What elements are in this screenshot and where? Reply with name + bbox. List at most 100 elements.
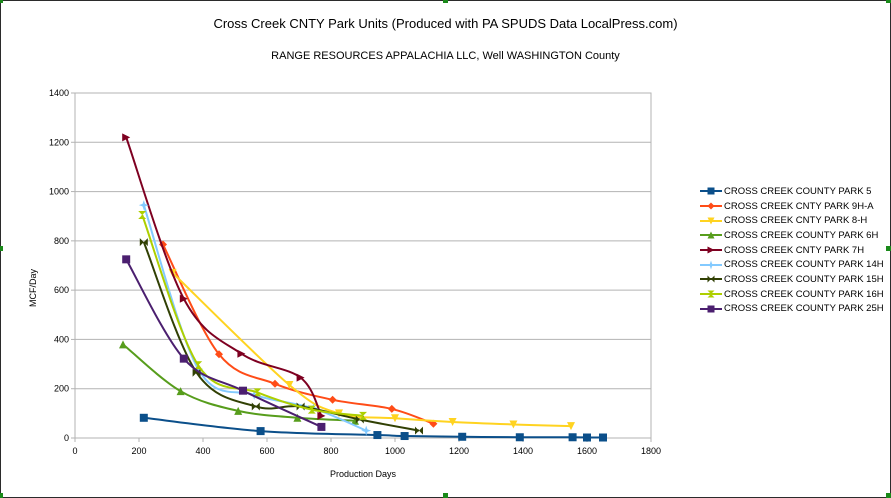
x-tick-label: 1000 [385, 446, 405, 456]
data-point [361, 425, 372, 436]
resize-handle-middle-left[interactable] [0, 246, 3, 251]
data-point [293, 413, 302, 422]
legend-key [700, 260, 722, 270]
data-point [351, 416, 359, 425]
y-tick-label: 1000 [49, 187, 69, 197]
y-tick-label: 400 [54, 334, 69, 344]
x-tick-label: 1800 [641, 446, 661, 456]
data-point [317, 411, 326, 420]
legend-label: CROSS CREEK CNTY PARK 9H-A [724, 200, 874, 212]
y-tick-label: 1200 [49, 137, 69, 147]
series-4 [119, 340, 359, 425]
series-layer [119, 133, 607, 442]
y-axis-label: MCF/Day [28, 269, 38, 307]
legend-key-marker [707, 290, 715, 298]
data-point [271, 379, 279, 388]
legend-item: CROSS CREEK CNTY PARK 8-H [700, 213, 884, 228]
legend-item: CROSS CREEK COUNTY PARK 25H [700, 302, 884, 317]
data-point [317, 422, 326, 431]
data-point [253, 388, 262, 397]
resize-handle-bottom-right[interactable] [886, 493, 891, 498]
data-point [215, 350, 223, 359]
x-tick-label: 800 [323, 446, 338, 456]
legend-key-marker [707, 217, 715, 225]
series-5 [122, 133, 326, 420]
legend-item: CROSS CREEK COUNTY PARK 16H [700, 287, 884, 302]
x-tick-label: 1200 [449, 446, 469, 456]
data-point [179, 294, 188, 303]
data-point [179, 354, 188, 363]
x-tick-label: 1400 [513, 446, 533, 456]
legend-item: CROSS CREEK CNTY PARK 7H [700, 243, 884, 258]
data-point [234, 406, 243, 415]
x-tick-label: 200 [131, 446, 146, 456]
legend: CROSS CREEK COUNTY PARK 5 CROSS CREEK CNT… [700, 184, 884, 316]
legend-key [700, 202, 722, 210]
x-tick-label: 600 [259, 446, 274, 456]
legend-item: CROSS CREEK COUNTY PARK 6H [700, 228, 884, 243]
legend-key-marker [707, 246, 715, 254]
series-1 [139, 413, 607, 442]
series-9 [122, 255, 326, 431]
data-point [448, 417, 457, 426]
legend-label: CROSS CREEK COUNTY PARK 15H [724, 273, 884, 285]
legend-key [700, 217, 722, 225]
data-point [237, 349, 246, 358]
x-tick-label: 1600 [577, 446, 597, 456]
data-point [119, 340, 127, 349]
resize-handle-bottom-middle[interactable] [443, 493, 448, 498]
resize-handle-top-right[interactable] [886, 0, 891, 3]
data-point [251, 402, 260, 411]
data-point [138, 210, 147, 219]
data-point [239, 386, 247, 395]
data-point [391, 414, 399, 423]
legend-key-marker [706, 260, 716, 270]
legend-key-marker [707, 305, 715, 313]
x-axis-ticks: 0 200 400 600 800 1000 1200 1400 1600 1800 [72, 438, 661, 456]
x-axis-label: Production Days [330, 469, 397, 479]
legend-key-marker [707, 187, 715, 195]
legend-label: CROSS CREEK COUNTY PARK 14H [724, 259, 884, 271]
data-point [122, 133, 131, 142]
legend-label: CROSS CREEK COUNTY PARK 6H [724, 229, 879, 241]
legend-label: CROSS CREEK COUNTY PARK 25H [724, 303, 884, 315]
data-point [567, 422, 575, 431]
resize-handle-middle-right[interactable] [886, 246, 891, 251]
legend-label: CROSS CREEK CNTY PARK 8-H [724, 215, 868, 227]
data-point [138, 200, 149, 211]
y-tick-label: 0 [64, 433, 69, 443]
resize-handle-top-left[interactable] [0, 0, 3, 3]
data-point [176, 387, 185, 396]
data-point [296, 373, 305, 382]
data-point [583, 433, 591, 442]
series-line [125, 137, 323, 417]
resize-handle-bottom-left[interactable] [0, 493, 3, 498]
legend-key [700, 290, 722, 298]
legend-label: CROSS CREEK COUNTY PARK 16H [724, 288, 884, 300]
chart-subtitle: RANGE RESOURCES APPALACHIA LLC, Well WAS… [271, 50, 620, 62]
data-point [415, 426, 423, 435]
y-tick-label: 1400 [49, 88, 69, 98]
legend-key [700, 231, 722, 239]
legend-key [700, 275, 722, 283]
legend-key-marker [707, 231, 715, 239]
y-tick-label: 200 [54, 384, 69, 394]
y-axis-ticks: 0 200 400 600 800 1000 1200 1400 [49, 88, 75, 443]
data-point [373, 431, 382, 440]
data-point [122, 255, 131, 264]
legend-item: CROSS CREEK CNTY PARK 9H-A [700, 199, 884, 214]
series-line [125, 258, 322, 428]
y-tick-label: 800 [54, 236, 69, 246]
plot-area [74, 92, 652, 439]
data-point [568, 433, 577, 442]
data-point [285, 381, 294, 390]
legend-key-marker [707, 275, 715, 283]
data-point [194, 361, 203, 370]
legend-label: CROSS CREEK CNTY PARK 7H [724, 244, 865, 256]
x-tick-label: 400 [195, 446, 210, 456]
data-point [307, 405, 316, 414]
data-point [139, 413, 148, 422]
legend-item: CROSS CREEK COUNTY PARK 15H [700, 272, 884, 287]
resize-handle-top-middle[interactable] [443, 0, 448, 3]
